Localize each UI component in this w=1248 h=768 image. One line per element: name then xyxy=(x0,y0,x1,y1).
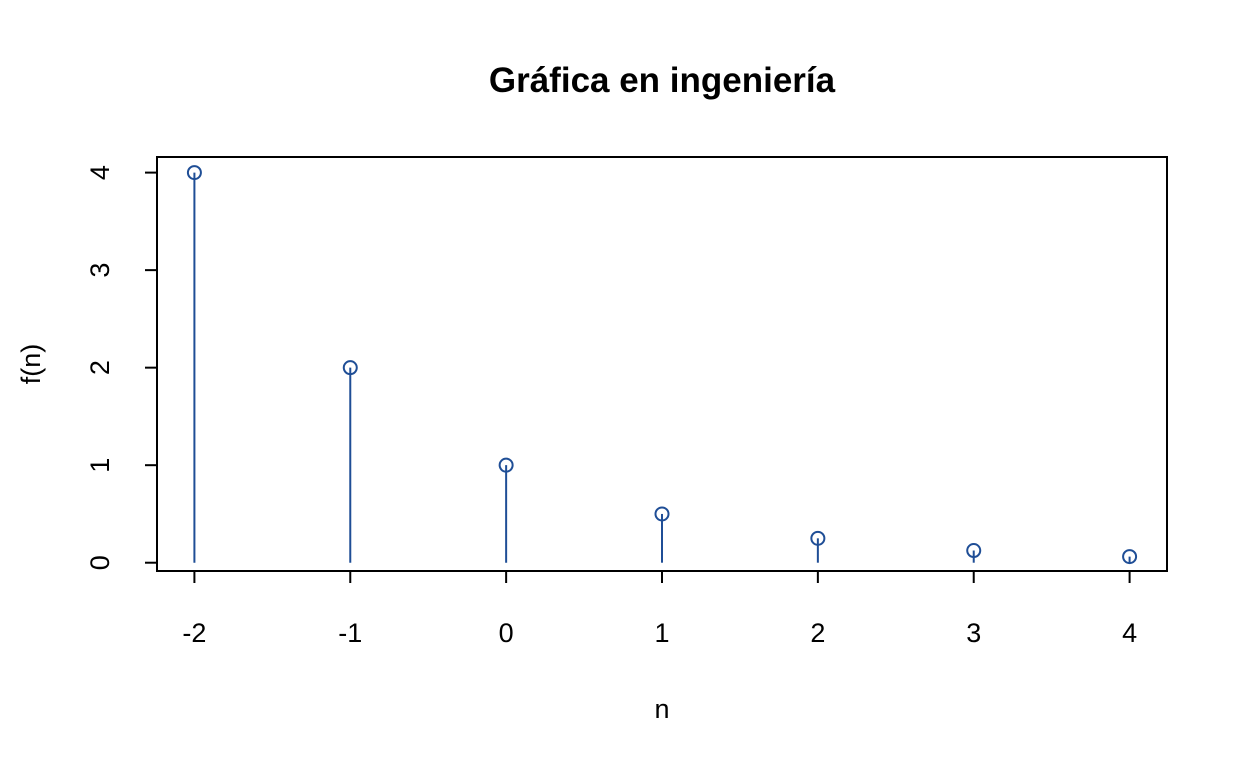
y-tick-label: 0 xyxy=(85,555,115,570)
x-axis-label: n xyxy=(654,694,669,724)
x-axis: -2 -1 0 1 2 3 4 xyxy=(182,571,1137,648)
data-point xyxy=(498,457,514,473)
plot-frame xyxy=(156,156,1168,572)
y-tick-label: 1 xyxy=(85,458,115,473)
data-point xyxy=(342,360,358,376)
x-tick-label: 4 xyxy=(1122,618,1137,648)
y-tick-label: 4 xyxy=(85,165,115,180)
data-point xyxy=(966,543,982,559)
y-axis: 0 1 2 3 4 xyxy=(85,165,157,570)
stems xyxy=(193,172,1131,563)
x-tick-label: 0 xyxy=(499,618,514,648)
y-tick-label: 3 xyxy=(85,263,115,278)
y-axis-label: f(n) xyxy=(16,344,46,385)
chart-title: Gráfica en ingeniería xyxy=(489,61,836,100)
data-point xyxy=(1122,549,1138,565)
y-tick-label: 2 xyxy=(85,360,115,375)
x-tick-label: -1 xyxy=(338,618,362,648)
markers xyxy=(186,165,1138,565)
x-tick-label: 1 xyxy=(654,618,669,648)
x-tick-label: -2 xyxy=(182,618,206,648)
data-point xyxy=(186,165,202,181)
data-point xyxy=(810,530,826,546)
data-point xyxy=(654,506,670,522)
x-tick-label: 2 xyxy=(810,618,825,648)
x-tick-label: 3 xyxy=(966,618,981,648)
